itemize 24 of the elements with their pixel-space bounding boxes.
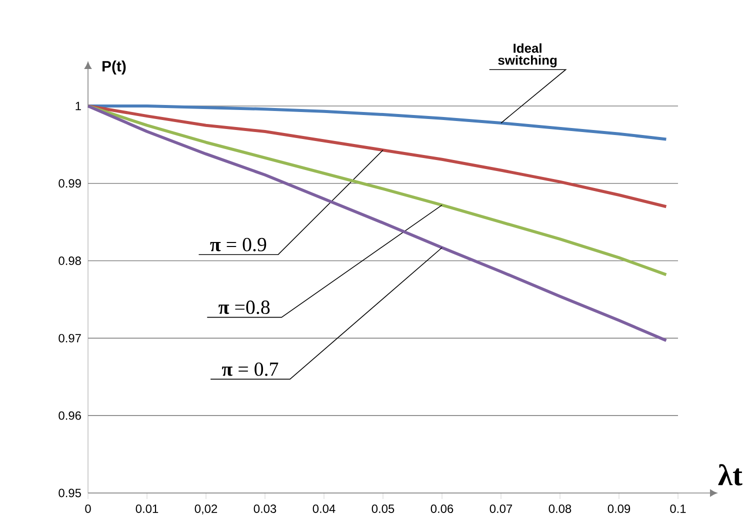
x-tick-label: 0 [85, 504, 91, 513]
text: π =0.8 [218, 300, 270, 314]
x-tick-label: 0.03 [254, 504, 276, 513]
x-tick-label: 0.05 [372, 504, 394, 513]
text: Ideal switching [498, 43, 557, 68]
y-tick-label: 0.99 [58, 179, 81, 188]
y-tick-label: 0.96 [58, 411, 81, 420]
y-tick-label: 0.98 [58, 256, 81, 266]
x-tick-label: 0.08 [548, 504, 572, 513]
x-tick-label: 0.01 [136, 504, 158, 513]
text: π = 0.9 [210, 238, 266, 252]
y-tick-label: 0.97 [58, 334, 81, 342]
x-tick-label: 0.04 [312, 504, 336, 513]
x-axis-title: λt [718, 464, 742, 486]
y-axis-title: P(t) [102, 60, 126, 74]
y-tick-label: 0.95 [58, 488, 81, 498]
text: π = 0.7 [222, 362, 278, 376]
x-tick-label: 0.09 [608, 504, 630, 513]
y-tick-label: 1 [76, 102, 81, 110]
x-tick-label: 0.1 [670, 504, 686, 513]
x-tick-label: 0,02 [194, 504, 218, 514]
line-series [86, 104, 668, 342]
x-tick-label: 0.07 [490, 504, 512, 513]
x-tick-label: 0.06 [430, 504, 454, 513]
